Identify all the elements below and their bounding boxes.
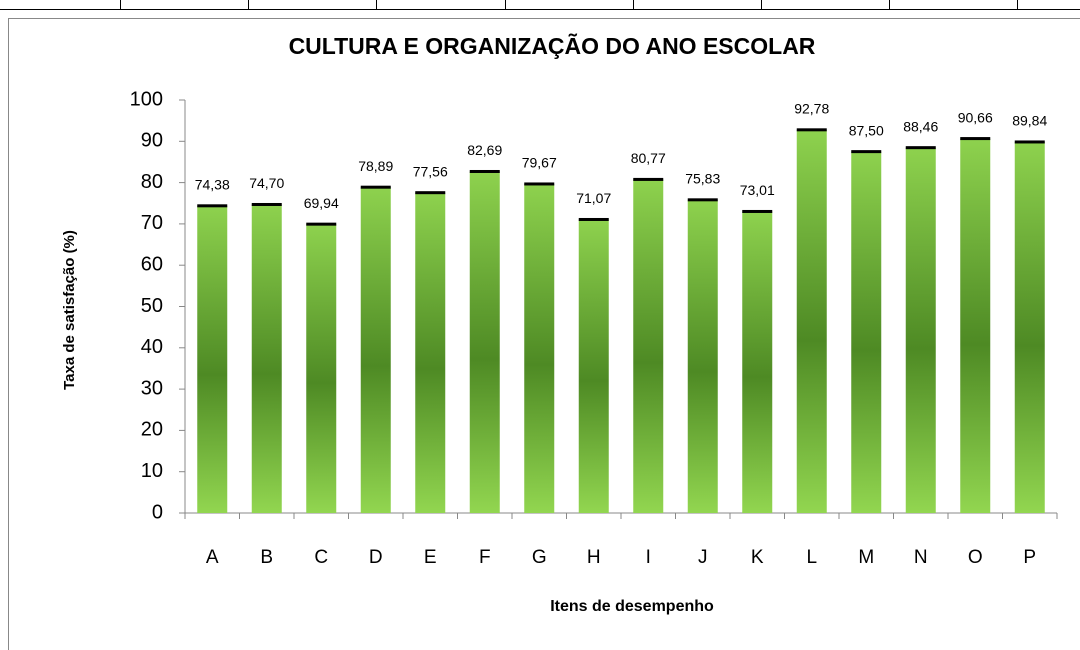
data-label: 79,67 [522, 155, 557, 171]
x-tick-label: P [1023, 547, 1036, 568]
y-tick-label: 40 [141, 336, 163, 358]
x-tick-label: K [751, 547, 764, 568]
x-tick-label: N [914, 547, 928, 568]
y-tick-label: 30 [141, 377, 163, 399]
x-tick-label: B [260, 547, 273, 568]
bar-cap [524, 182, 555, 186]
data-label: 90,66 [958, 109, 993, 125]
bar-cap [796, 128, 827, 132]
bar [742, 211, 773, 514]
data-label: 82,69 [467, 142, 502, 158]
x-tick-label: L [806, 547, 817, 568]
x-tick-label: O [968, 547, 983, 568]
x-tick-label: M [858, 547, 874, 568]
y-tick-label: 80 [141, 171, 163, 193]
y-axis-label: Taxa de satisfação (%) [61, 230, 78, 390]
bar-cap [197, 204, 228, 208]
data-label: 77,56 [413, 163, 448, 179]
bar [851, 151, 882, 513]
bar-cap [1014, 140, 1045, 144]
x-axis-label: Itens de desempenho [550, 598, 714, 615]
y-tick-label: 0 [152, 501, 163, 523]
y-tick-label: 10 [141, 460, 163, 482]
data-label: 69,94 [304, 195, 339, 211]
bar-cap [306, 222, 337, 226]
bar-cap [469, 169, 500, 173]
x-tick-label: A [206, 547, 219, 568]
bar-cap [905, 146, 936, 150]
y-tick-label: 70 [141, 212, 163, 234]
chart-title: CULTURA E ORGANIZAÇÃO DO ANO ESCOLAR [289, 32, 816, 59]
x-tick-label: J [698, 547, 708, 568]
bar [251, 204, 282, 513]
y-tick-label: 60 [141, 253, 163, 275]
data-label: 88,46 [903, 118, 938, 134]
bar-cap [742, 209, 773, 213]
bar [796, 129, 827, 513]
bar [360, 187, 391, 513]
x-tick-label: C [314, 547, 328, 568]
bar [960, 138, 991, 513]
bar-cap [960, 137, 991, 141]
bar-cap [633, 177, 664, 181]
data-label: 74,70 [249, 175, 284, 191]
bar [578, 219, 609, 513]
bar-cap [578, 217, 609, 221]
bar [469, 171, 500, 513]
data-label: 73,01 [740, 182, 775, 198]
y-tick-label: 90 [141, 130, 163, 152]
bar [524, 183, 555, 514]
table-edge [0, 0, 1080, 10]
bar-cap [687, 198, 718, 202]
data-label: 74,38 [195, 177, 230, 193]
bar-cap [360, 185, 391, 189]
bar [197, 205, 228, 513]
chart-frame [8, 18, 1080, 650]
bar-cap [415, 191, 446, 195]
data-label: 89,84 [1012, 113, 1047, 129]
bar [687, 199, 718, 514]
bar [633, 179, 664, 513]
data-label: 87,50 [849, 122, 884, 138]
data-label: 78,89 [358, 158, 393, 174]
x-tick-label: F [479, 547, 491, 568]
bar-cap [251, 202, 282, 206]
bar [306, 224, 337, 513]
x-tick-label: D [369, 547, 383, 568]
x-tick-label: G [532, 547, 547, 568]
x-tick-label: E [424, 547, 437, 568]
data-label: 80,77 [631, 150, 666, 166]
x-tick-label: H [587, 547, 601, 568]
y-tick-label: 20 [141, 419, 163, 441]
data-label: 71,07 [576, 190, 611, 206]
y-tick-label: 50 [141, 295, 163, 317]
x-tick-label: I [646, 547, 651, 568]
data-label: 92,78 [794, 101, 829, 117]
bar-cap [851, 150, 882, 154]
bar [1014, 141, 1045, 513]
bar [415, 192, 446, 514]
bar [905, 147, 936, 513]
y-tick-label: 100 [130, 88, 163, 110]
data-label: 75,83 [685, 171, 720, 187]
